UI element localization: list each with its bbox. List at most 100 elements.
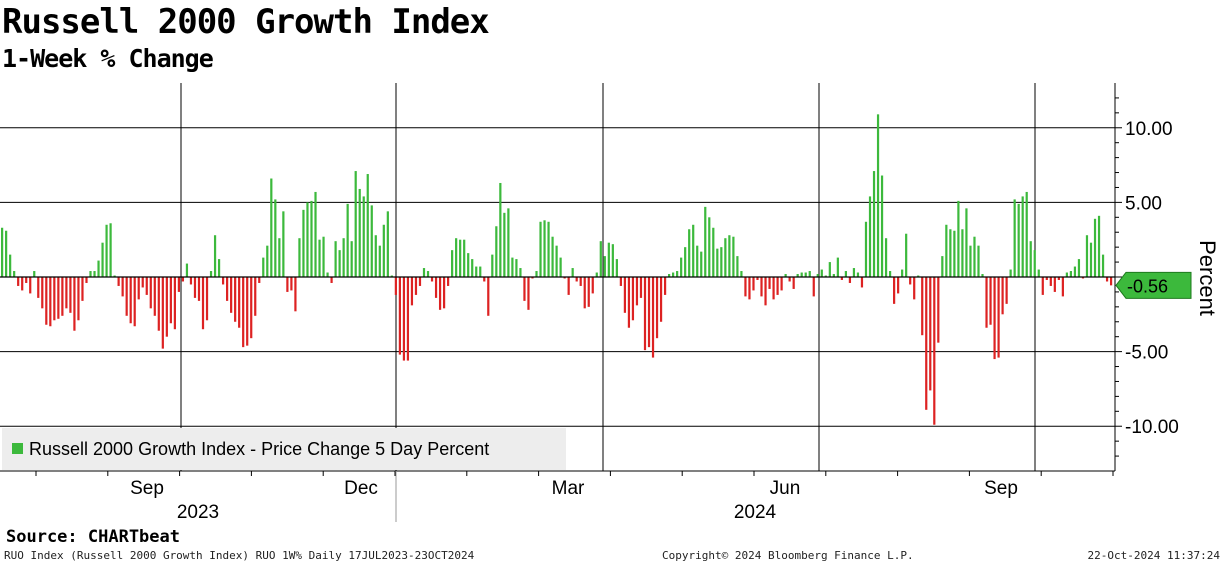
bar (897, 277, 900, 294)
bar (342, 238, 345, 277)
bar (1057, 277, 1060, 280)
bar (555, 245, 558, 277)
bar (909, 277, 912, 285)
bar (270, 178, 273, 277)
bar (712, 227, 715, 277)
bar (173, 277, 176, 330)
bar (1045, 277, 1048, 280)
bar (587, 277, 590, 307)
bar (893, 277, 896, 304)
bar (852, 268, 856, 277)
bar (1085, 235, 1089, 277)
bar (37, 277, 40, 298)
bar (507, 208, 510, 277)
bar (989, 277, 992, 325)
bar (1049, 277, 1052, 286)
bar (804, 272, 807, 277)
bar (993, 277, 996, 360)
bar (366, 174, 369, 277)
bar (145, 277, 148, 295)
bar (65, 277, 68, 309)
bar (193, 277, 197, 298)
bar (149, 277, 152, 309)
bar (294, 277, 297, 312)
bar (917, 275, 920, 277)
bar (471, 259, 474, 277)
bar (434, 277, 438, 298)
bar (880, 175, 884, 277)
bar (129, 277, 132, 324)
bar (169, 277, 172, 324)
bar (1077, 259, 1081, 277)
bars (1, 114, 1113, 425)
bar (515, 259, 518, 277)
bar (780, 277, 783, 291)
last-value-label: -0.56 (1127, 276, 1168, 296)
bar (1101, 254, 1105, 277)
bar (937, 277, 940, 343)
bar (692, 224, 695, 277)
chart-title: Russell 2000 Growth Index (2, 2, 490, 42)
bar (33, 271, 36, 277)
bar (848, 277, 852, 283)
bar (205, 277, 209, 321)
last-value-box (1115, 271, 1192, 299)
bar (792, 277, 795, 289)
bar (961, 229, 964, 277)
bar (647, 277, 651, 348)
bar (302, 209, 305, 277)
bar (812, 277, 815, 297)
x-year-label: 2023 (177, 502, 219, 523)
bar (820, 269, 823, 277)
y-tick-label: 10.00 (1125, 119, 1173, 140)
x-month-label: Jun (770, 478, 801, 499)
bar (543, 220, 546, 277)
bar (238, 277, 241, 328)
legend-box (2, 428, 566, 470)
bar (591, 277, 594, 294)
bar (1013, 199, 1016, 277)
bar (571, 268, 574, 277)
bar (575, 277, 578, 282)
bar (921, 277, 924, 336)
bar (262, 257, 265, 277)
bar (732, 236, 735, 277)
bar (463, 239, 466, 277)
bar (953, 230, 956, 277)
bar (748, 277, 751, 300)
bar (844, 271, 847, 277)
bar (85, 277, 88, 283)
bar (1017, 203, 1020, 277)
axes (0, 83, 1122, 522)
bar (1073, 266, 1077, 277)
bar (322, 236, 325, 277)
bar (635, 277, 639, 306)
bar (53, 277, 56, 321)
bar (756, 277, 759, 280)
bar (985, 277, 988, 328)
bar (1029, 241, 1032, 277)
bar (57, 277, 60, 319)
bar (736, 256, 739, 277)
bar (776, 277, 779, 295)
chart-subtitle: 1-Week % Change (2, 44, 214, 73)
bar (623, 277, 627, 313)
bar (242, 277, 245, 348)
bar (535, 271, 538, 277)
bar (708, 217, 711, 277)
bar (868, 196, 872, 277)
bar (800, 272, 803, 277)
bar (567, 277, 570, 295)
y-axis-label: Percent (1195, 240, 1220, 316)
bar (61, 277, 64, 316)
bar (491, 254, 494, 277)
bar (451, 250, 454, 277)
bar (185, 263, 189, 277)
bar (226, 277, 229, 301)
bar (563, 277, 566, 279)
bar (700, 251, 703, 277)
bar (442, 277, 446, 309)
bar (422, 268, 426, 277)
bar (965, 208, 968, 277)
